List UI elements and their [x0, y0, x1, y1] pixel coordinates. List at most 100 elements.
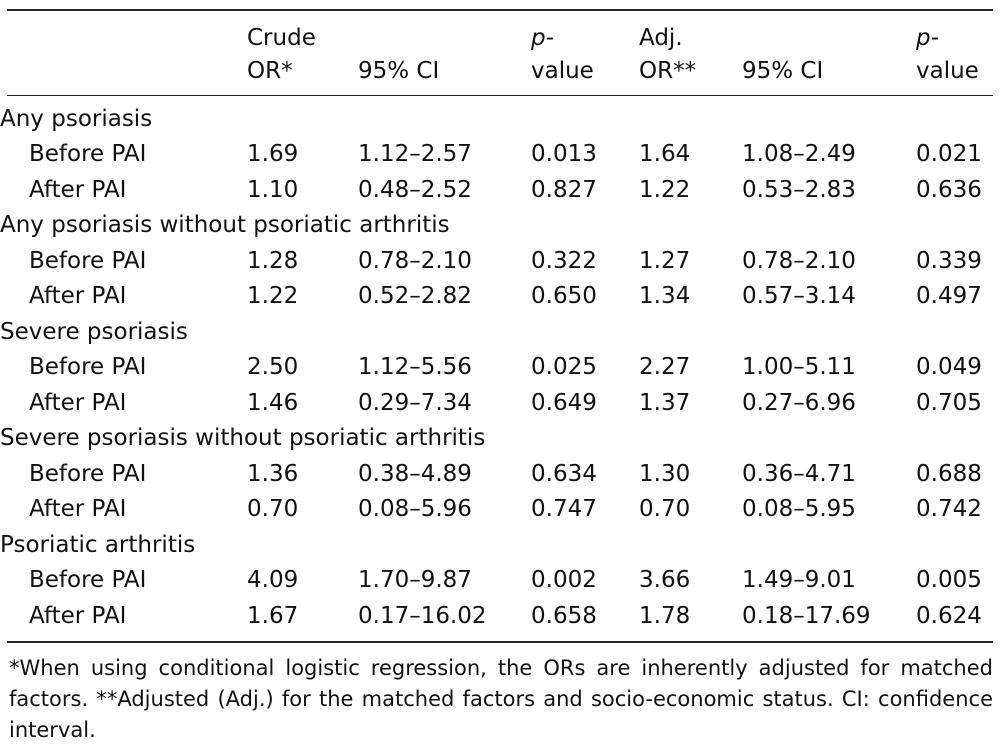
cell-crude-or: 2.50 — [247, 354, 299, 380]
cell-crude-or: 1.67 — [247, 602, 299, 629]
header-p-adj-line1: p- — [916, 25, 939, 51]
cell-ci-adj: 0.18–17.69 — [742, 602, 871, 629]
row-label: Before PAI — [29, 460, 147, 487]
group-header-row: Psoriatic arthritis — [0, 522, 1000, 558]
row-label: After PAI — [29, 389, 127, 416]
header-p-crude-line1: p- — [531, 25, 554, 51]
row-label: After PAI — [29, 176, 127, 203]
group-title: Psoriatic arthritis — [0, 531, 196, 558]
table-row: Before PAI 4.09 1.70–9.87 0.002 3.66 1.49–9.0… — [0, 558, 1000, 593]
table-row: After PAI 1.46 0.29–7.34 0.649 1.37 0.27–6.96… — [0, 380, 1000, 416]
header-p-crude-line2: value — [531, 58, 594, 84]
cell-ci-adj: 1.08–2.49 — [742, 141, 856, 167]
cell-p-adj: 0.497 — [916, 283, 982, 309]
row-label: Before PAI — [29, 247, 147, 274]
cell-adj-or: 1.22 — [639, 176, 691, 203]
cell-adj-or: 1.34 — [639, 283, 691, 309]
cell-p-adj: 0.688 — [916, 460, 982, 487]
cell-crude-or: 1.22 — [247, 283, 299, 309]
cell-p-adj: 0.339 — [916, 247, 982, 274]
cell-ci-adj: 0.27–6.96 — [742, 389, 856, 416]
table-header-row: Crude OR* 95% CI p- value Adj. OR** 95% … — [0, 12, 1000, 88]
group-title: Severe psoriasis without psoriatic arthr… — [0, 425, 486, 451]
row-label: Before PAI — [29, 141, 147, 167]
cell-crude-or: 1.46 — [247, 389, 299, 416]
header-crude-or-line2: OR* — [247, 58, 293, 84]
header-p-adj-line2: value — [916, 58, 979, 84]
cell-crude-or: 1.28 — [247, 247, 299, 274]
cell-p-crude: 0.013 — [531, 141, 597, 167]
cell-adj-or: 1.27 — [639, 247, 691, 274]
cell-crude-or: 1.10 — [247, 176, 299, 203]
cell-adj-or: 1.78 — [639, 602, 691, 629]
cell-p-crude: 0.002 — [531, 567, 597, 593]
cell-adj-or: 3.66 — [639, 567, 691, 593]
table-row: After PAI 1.10 0.48–2.52 0.827 1.22 0.53–2.83… — [0, 167, 1000, 203]
table-header-rule — [7, 95, 993, 96]
group-title: Severe psoriasis — [0, 318, 188, 345]
cell-crude-or: 4.09 — [247, 567, 299, 593]
cell-ci-adj: 0.08–5.95 — [742, 496, 856, 522]
cell-p-adj: 0.624 — [916, 602, 982, 629]
cell-ci-crude: 1.12–2.57 — [358, 141, 472, 167]
cell-p-adj: 0.742 — [916, 496, 982, 522]
group-title: Any psoriasis — [0, 105, 153, 132]
cell-adj-or: 1.30 — [639, 460, 691, 487]
header-crude-or-line1: Crude — [247, 25, 316, 51]
cell-ci-crude: 0.17–16.02 — [358, 602, 487, 629]
header-label-blank — [0, 12, 247, 88]
group-header-row: Severe psoriasis without psoriatic arthr… — [0, 416, 1000, 451]
header-ci-crude: 95% CI — [358, 12, 531, 88]
cell-p-crude: 0.747 — [531, 496, 597, 522]
cell-p-adj: 0.049 — [916, 354, 982, 380]
cell-adj-or: 1.64 — [639, 141, 691, 167]
header-adj-or: Adj. OR** — [639, 12, 742, 88]
cell-p-crude: 0.650 — [531, 283, 597, 309]
cell-ci-crude: 1.12–5.56 — [358, 354, 472, 380]
table-row: After PAI 0.70 0.08–5.96 0.747 0.70 0.08–5.95… — [0, 487, 1000, 522]
cell-ci-crude: 0.52–2.82 — [358, 283, 472, 309]
cell-p-crude: 0.634 — [531, 460, 597, 487]
row-label: Before PAI — [29, 567, 147, 593]
cell-p-adj: 0.005 — [916, 567, 982, 593]
cell-crude-or: 0.70 — [247, 496, 299, 522]
cell-crude-or: 1.69 — [247, 141, 299, 167]
cell-p-adj: 0.636 — [916, 176, 982, 203]
cell-ci-crude: 0.08–5.96 — [358, 496, 472, 522]
table-row: Before PAI 1.28 0.78–2.10 0.322 1.27 0.78–2.1… — [0, 238, 1000, 274]
cell-p-crude: 0.658 — [531, 602, 597, 629]
table-row: Before PAI 2.50 1.12–5.56 0.025 2.27 1.00–5.1… — [0, 345, 1000, 380]
cell-adj-or: 0.70 — [639, 496, 691, 522]
table-footnote: *When using conditional logistic regress… — [9, 656, 993, 742]
cell-p-crude: 0.827 — [531, 176, 597, 203]
row-label: After PAI — [29, 602, 127, 629]
cell-ci-crude: 0.38–4.89 — [358, 460, 472, 487]
table-row: After PAI 1.22 0.52–2.82 0.650 1.34 0.57–3.14… — [0, 274, 1000, 309]
table-row: Before PAI 1.69 1.12–2.57 0.013 1.64 1.08–2.4… — [0, 132, 1000, 167]
row-label: Before PAI — [29, 354, 147, 380]
cell-p-crude: 0.322 — [531, 247, 597, 274]
header-p-adj: p- value — [916, 12, 1000, 88]
header-ci-crude-text: 95% CI — [358, 58, 440, 84]
group-header-row: Any psoriasis without psoriatic arthriti… — [0, 203, 1000, 238]
table-row: Before PAI 1.36 0.38–4.89 0.634 1.30 0.36–4.7… — [0, 451, 1000, 487]
table-bottom-rule — [7, 641, 993, 643]
cell-ci-adj: 1.49–9.01 — [742, 567, 856, 593]
cell-ci-adj: 0.57–3.14 — [742, 283, 856, 309]
cell-ci-adj: 1.00–5.11 — [742, 354, 856, 380]
header-ci-adj-text: 95% CI — [742, 58, 824, 84]
header-adj-or-line2: OR** — [639, 58, 697, 84]
group-header-row: Severe psoriasis — [0, 309, 1000, 345]
row-label: After PAI — [29, 283, 127, 309]
cell-ci-crude: 0.78–2.10 — [358, 247, 472, 274]
cell-p-adj: 0.021 — [916, 141, 982, 167]
cell-ci-crude: 0.48–2.52 — [358, 176, 472, 203]
cell-crude-or: 1.36 — [247, 460, 299, 487]
group-header-row: Any psoriasis — [0, 96, 1000, 132]
table-top-rule — [7, 9, 993, 11]
cell-adj-or: 1.37 — [639, 389, 691, 416]
cell-p-adj: 0.705 — [916, 389, 982, 416]
header-ci-adj: 95% CI — [742, 12, 916, 88]
cell-ci-crude: 1.70–9.87 — [358, 567, 472, 593]
